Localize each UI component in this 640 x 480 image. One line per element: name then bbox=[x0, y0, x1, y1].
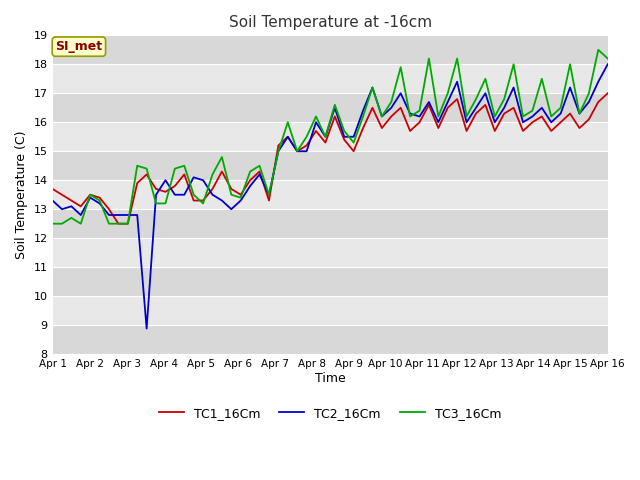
TC2_16Cm bbox=[237, 198, 244, 204]
X-axis label: Time: Time bbox=[315, 372, 346, 385]
Y-axis label: Soil Temperature (C): Soil Temperature (C) bbox=[15, 131, 28, 259]
TC1_16Cm bbox=[152, 186, 160, 192]
Bar bbox=[52, 122, 608, 151]
Bar bbox=[52, 325, 608, 354]
TC2_16Cm bbox=[143, 326, 150, 332]
Bar bbox=[52, 296, 608, 325]
Bar bbox=[52, 93, 608, 122]
TC1_16Cm bbox=[246, 177, 254, 183]
TC3_16Cm bbox=[209, 171, 216, 177]
Bar bbox=[52, 209, 608, 238]
TC3_16Cm bbox=[595, 47, 602, 53]
Bar bbox=[52, 36, 608, 64]
Bar bbox=[52, 64, 608, 93]
TC1_16Cm bbox=[199, 198, 207, 204]
TC1_16Cm bbox=[115, 221, 122, 227]
TC3_16Cm bbox=[49, 221, 56, 227]
Title: Soil Temperature at -16cm: Soil Temperature at -16cm bbox=[228, 15, 431, 30]
TC3_16Cm bbox=[190, 192, 198, 198]
TC2_16Cm bbox=[152, 192, 160, 198]
Line: TC2_16Cm: TC2_16Cm bbox=[52, 64, 608, 329]
Bar bbox=[52, 180, 608, 209]
TC3_16Cm bbox=[143, 166, 150, 171]
TC2_16Cm bbox=[604, 61, 612, 67]
Bar bbox=[52, 267, 608, 296]
Bar bbox=[52, 238, 608, 267]
Line: TC1_16Cm: TC1_16Cm bbox=[52, 93, 608, 224]
TC1_16Cm bbox=[49, 186, 56, 192]
TC2_16Cm bbox=[246, 183, 254, 189]
TC1_16Cm bbox=[218, 168, 226, 174]
TC2_16Cm bbox=[406, 111, 414, 117]
TC2_16Cm bbox=[218, 198, 226, 204]
TC3_16Cm bbox=[604, 56, 612, 61]
TC2_16Cm bbox=[199, 177, 207, 183]
TC3_16Cm bbox=[237, 195, 244, 201]
TC2_16Cm bbox=[49, 198, 56, 204]
TC3_16Cm bbox=[227, 192, 235, 198]
Bar bbox=[52, 151, 608, 180]
TC1_16Cm bbox=[237, 192, 244, 198]
TC1_16Cm bbox=[604, 90, 612, 96]
Line: TC3_16Cm: TC3_16Cm bbox=[52, 50, 608, 224]
Text: SI_met: SI_met bbox=[55, 40, 102, 53]
Legend: TC1_16Cm, TC2_16Cm, TC3_16Cm: TC1_16Cm, TC2_16Cm, TC3_16Cm bbox=[154, 402, 506, 425]
TC1_16Cm bbox=[406, 128, 414, 134]
TC3_16Cm bbox=[397, 64, 404, 70]
